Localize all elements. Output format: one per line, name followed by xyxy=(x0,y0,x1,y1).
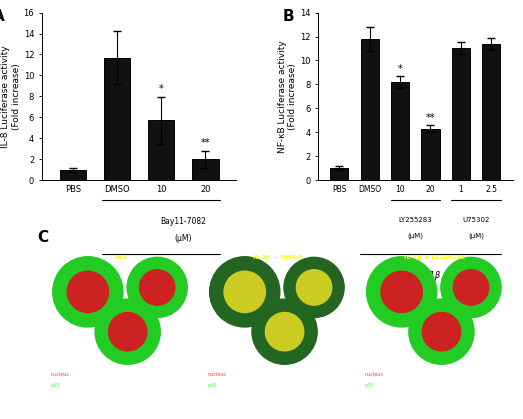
Bar xyxy=(60,170,86,180)
Bar xyxy=(422,129,440,180)
Y-axis label: NF-κB Luciferase activity
(Fold increase): NF-κB Luciferase activity (Fold increase… xyxy=(278,40,297,153)
Text: *: * xyxy=(397,64,403,74)
Text: U75302: U75302 xyxy=(462,217,490,223)
Text: Bay11-7082: Bay11-7082 xyxy=(161,217,206,226)
Bar xyxy=(452,49,470,180)
Text: LY255283: LY255283 xyxy=(399,217,432,223)
Y-axis label: IL-8 Luciferase activity
(Fold increase): IL-8 Luciferase activity (Fold increase) xyxy=(2,45,21,147)
Bar xyxy=(148,120,175,180)
Bar xyxy=(104,57,130,180)
Bar xyxy=(330,168,348,180)
Text: B: B xyxy=(283,9,294,24)
Text: *: * xyxy=(159,84,164,94)
Bar xyxy=(391,82,409,180)
Text: (μM): (μM) xyxy=(468,232,484,239)
Bar xyxy=(482,44,501,180)
Text: IL-1β: IL-1β xyxy=(151,271,172,279)
Text: **: ** xyxy=(426,113,435,123)
Text: (μM): (μM) xyxy=(175,234,192,243)
Text: **: ** xyxy=(201,138,210,147)
Bar xyxy=(192,159,219,180)
Bar xyxy=(360,39,379,180)
Text: C: C xyxy=(37,230,48,246)
Text: IL-1β: IL-1β xyxy=(420,271,440,279)
Text: A: A xyxy=(0,9,5,24)
Text: (μM): (μM) xyxy=(407,232,423,239)
